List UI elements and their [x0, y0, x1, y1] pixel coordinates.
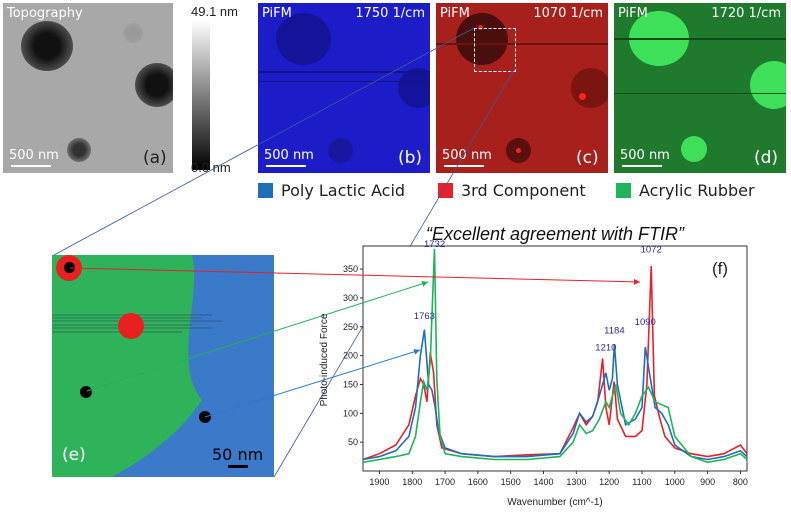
y-tick-label: 200 [343, 351, 358, 361]
probe-point-red [64, 262, 75, 273]
y-axis-label: Photo-induced Force [319, 313, 330, 406]
panel-a-scale-label: 500 nm [9, 148, 59, 163]
peak-label: 1210 [595, 343, 616, 354]
arrow-blue-probe [204, 348, 421, 418]
panel-d-title: PiFM [618, 6, 648, 21]
x-tick-label: 900 [700, 477, 715, 487]
panel-c-wavenumber: 1070 1/cm [533, 6, 603, 21]
panel-c-scale-label: 500 nm [442, 148, 492, 163]
panel-f-letter: (f) [712, 259, 728, 278]
panel-d-wavenumber: 1720 1/cm [711, 6, 781, 21]
y-tick-label: 150 [343, 379, 358, 389]
legend-label-pla: Poly Lactic Acid [281, 180, 406, 200]
x-tick-label: 800 [733, 477, 748, 487]
x-axis-label: Wavenumber (cm^-1) [507, 497, 602, 508]
panel-a-scalebar [11, 165, 51, 167]
peak-label: 1090 [635, 317, 656, 328]
probe-point-green [80, 386, 92, 398]
legend-label-third: 3rd Component [461, 180, 586, 200]
x-tick-label: 1100 [632, 477, 651, 487]
y-tick-label: 350 [343, 264, 358, 274]
x-tick-label: 1700 [435, 477, 455, 487]
panel-a-letter: (a) [143, 148, 167, 168]
pifm-1720-panel: PiFM 1720 1/cm 500 nm (d) [614, 3, 786, 173]
peak-label: 1763 [414, 311, 435, 322]
legend-item-rubber: Acrylic Rubber [616, 180, 755, 200]
y-tick-label: 300 [343, 293, 358, 303]
zoom-region-box [474, 28, 516, 72]
panel-d-scalebar [622, 165, 662, 167]
x-tick-label: 1000 [665, 477, 685, 487]
panel-d-letter: (d) [754, 148, 779, 168]
legend-swatch-third [438, 182, 453, 198]
x-tick-label: 1800 [402, 477, 422, 487]
panel-b-title: PiFM [262, 6, 292, 21]
panel-c-scalebar [444, 165, 484, 167]
y-tick-label: 100 [343, 408, 358, 418]
legend-label-rubber: Acrylic Rubber [639, 180, 755, 200]
arrow-green-probe [86, 280, 429, 392]
panel-c-letter: (c) [576, 148, 599, 168]
panel-b-scalebar [266, 165, 306, 167]
panel-b-scale-label: 500 nm [264, 148, 314, 163]
panel-b-wavenumber: 1750 1/cm [355, 6, 425, 21]
legend-item-pla: Poly Lactic Acid [258, 180, 405, 200]
colorbar-min-label: 0.0 nm [191, 160, 231, 175]
pifm-1070-panel: PiFM 1070 1/cm 500 nm (c) [436, 3, 608, 173]
peak-label: 1732 [424, 239, 445, 250]
x-tick-label: 1900 [369, 477, 389, 487]
legend-item-third: 3rd Component [438, 180, 586, 200]
panel-d-scale-label: 500 nm [620, 148, 670, 163]
x-tick-label: 1400 [533, 477, 553, 487]
legend-swatch-rubber [616, 182, 631, 198]
zoom-projection-line-top [53, 27, 475, 256]
topography-panel: Topography 500 nm (a) [3, 3, 173, 173]
arrow-red-probe [69, 267, 641, 285]
chart-title: “Excellent agreement with FTIR” [426, 224, 685, 244]
x-tick-label: 1300 [566, 477, 586, 487]
peak-label: 1184 [604, 325, 624, 336]
x-tick-label: 1600 [468, 477, 488, 487]
colorbar-max-label: 49.1 nm [191, 4, 238, 19]
y-tick-label: 50 [348, 437, 358, 447]
composite-zoom-panel: (e) 50 nm [52, 255, 274, 477]
panel-c-title: PiFM [440, 6, 470, 21]
x-tick-label: 1200 [599, 477, 619, 487]
panel-b-letter: (b) [398, 148, 423, 168]
y-tick-label: 250 [343, 322, 358, 332]
panel-e-scale-label: 50 nm [212, 445, 264, 464]
x-tick-label: 1500 [501, 477, 521, 487]
panel-e-letter: (e) [62, 445, 86, 465]
colorbar [192, 20, 210, 170]
legend-swatch-pla [258, 182, 273, 198]
pifm-1750-panel: PiFM 1750 1/cm 500 nm (b) [258, 3, 430, 173]
spectrum-blue-line [362, 329, 748, 461]
peak-label: 1072 [641, 245, 662, 256]
spectrum-green-line [362, 248, 748, 464]
panel-a-title: Topography [7, 6, 83, 21]
panel-e-scalebar [228, 465, 248, 468]
